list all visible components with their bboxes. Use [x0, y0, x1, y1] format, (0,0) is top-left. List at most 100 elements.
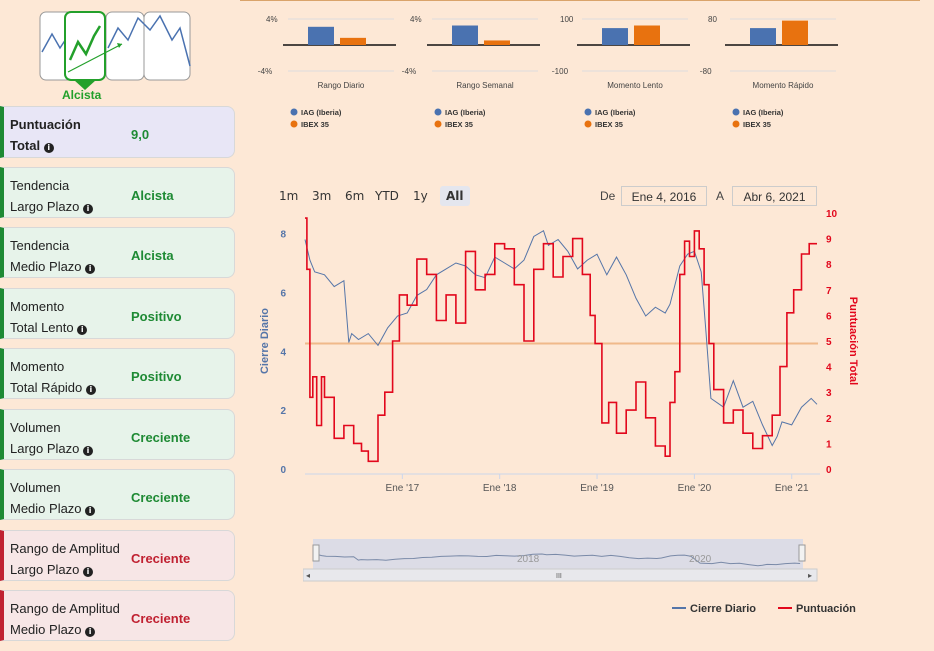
info-icon[interactable]: i	[85, 264, 96, 274]
navigator[interactable]: 2018 2020 ◂ III ▸	[303, 539, 818, 583]
bar-ibex[interactable]	[634, 25, 660, 46]
scroll-left-icon[interactable]: ◂	[306, 571, 310, 580]
card-value: 9,0	[131, 127, 150, 142]
right-tick-label: 0	[826, 465, 832, 476]
right-tick-label: 6	[826, 311, 832, 322]
info-icon[interactable]: i	[83, 567, 94, 577]
mini-legend-label[interactable]: IBEX 35	[301, 120, 329, 128]
mini-legend-label[interactable]: IAG (Iberia)	[445, 108, 486, 117]
tick-label-bottom: −100	[552, 67, 569, 76]
info-icon[interactable]: i	[77, 325, 88, 335]
mini-chart-title: Rango Semanal	[456, 81, 514, 90]
scroll-grip-icon[interactable]: III	[556, 573, 562, 580]
range-button-all[interactable]: All	[440, 186, 470, 206]
bar-ibex[interactable]	[340, 37, 366, 45]
mini-legend-label[interactable]: IBEX 35	[445, 120, 473, 128]
to-label: A	[716, 189, 725, 203]
info-icon[interactable]: i	[85, 385, 96, 395]
series-puntuacion[interactable]	[305, 217, 817, 463]
bar-iag[interactable]	[750, 28, 776, 45]
score-card: Tendencia Medio Plazo i Alcista	[0, 227, 235, 278]
info-icon[interactable]: i	[85, 627, 96, 637]
card-value: Creciente	[131, 551, 191, 566]
bar-ibex[interactable]	[782, 20, 808, 45]
card-label: Puntuación Total i	[10, 114, 81, 156]
info-icon[interactable]: i	[43, 143, 54, 153]
bar-ibex[interactable]	[484, 40, 510, 45]
card-label-line2: Medio Plazo	[10, 259, 82, 274]
card-label-line1: Momento	[10, 299, 65, 314]
tick-label-bottom: −80	[700, 67, 712, 76]
right-axis-title: Puntuación Total	[847, 297, 859, 385]
card-label-line1: Rango de Amplitud	[10, 601, 120, 616]
card-value: Creciente	[131, 611, 191, 626]
mini-bar-chart: 80 −80 Momento Rápido IAG (Iberia) IBEX 35	[700, 15, 838, 128]
mini-legend-label[interactable]: IAG (Iberia)	[743, 108, 784, 117]
legend-dot-ibex	[290, 120, 298, 128]
card-label-line2: Medio Plazo	[10, 622, 82, 637]
mini-chart-title: Momento Lento	[607, 81, 663, 90]
bar-iag[interactable]	[452, 25, 478, 46]
legend-price-label: Cierre Diario	[690, 603, 757, 615]
mini-bar-chart: 4% −4% Rango Semanal IAG (Iberia) IBEX 35	[402, 15, 540, 128]
scroll-right-icon[interactable]: ▸	[808, 571, 812, 580]
bar-iag[interactable]	[602, 28, 628, 45]
from-label: De	[600, 189, 616, 203]
score-card: Rango de Amplitud Largo Plazo i Creciente	[0, 530, 235, 581]
navigator-handle-right[interactable]	[798, 544, 806, 562]
range-button-ytd[interactable]: YTD	[375, 189, 399, 203]
x-tick-label: Ene '17	[386, 483, 420, 494]
tick-label-top: 100	[560, 15, 574, 24]
navigator-label: 2018	[517, 554, 540, 565]
card-label: Tendencia Largo Plazo i	[10, 175, 94, 217]
navigator-scrollbar[interactable]	[303, 568, 818, 582]
card-label: Volumen Medio Plazo i	[10, 477, 96, 519]
card-label-line1: Tendencia	[10, 178, 70, 193]
score-card: Momento Total Lento i Positivo	[0, 288, 235, 339]
card-label-line2: Total Rápido	[10, 380, 83, 395]
range-button-3m[interactable]: 3m	[312, 189, 332, 203]
navigator-series	[316, 553, 801, 567]
right-tick-label: 7	[826, 286, 832, 297]
info-icon[interactable]: i	[83, 204, 94, 214]
score-card: Puntuación Total i 9,0	[0, 106, 235, 158]
card-label: Momento Total Lento i	[10, 296, 88, 338]
card-label-line1: Volumen	[10, 480, 61, 495]
left-tick-label: 2	[280, 406, 286, 417]
legend-dot-iag	[434, 108, 442, 116]
card-label-line1: Rango de Amplitud	[10, 541, 120, 556]
right-tick-label: 9	[826, 235, 832, 246]
navigator-handle-left[interactable]	[312, 544, 320, 562]
navigator-window[interactable]	[313, 539, 803, 569]
to-date-input[interactable]: Abr 6, 2021	[732, 186, 817, 206]
mini-legend-label[interactable]: IAG (Iberia)	[301, 108, 342, 117]
x-tick-label: Ene '20	[678, 483, 712, 494]
mini-legend-label[interactable]: IBEX 35	[743, 120, 771, 128]
series-cierre-diario[interactable]	[304, 229, 818, 447]
card-value: Creciente	[131, 490, 191, 505]
from-date-input[interactable]: Ene 4, 2016	[621, 186, 707, 206]
range-button-1m[interactable]: 1m	[279, 189, 299, 203]
mini-legend-label[interactable]: IAG (Iberia)	[595, 108, 636, 117]
legend-price[interactable]: Cierre Diario	[672, 603, 756, 615]
legend-dot-ibex	[434, 120, 442, 128]
info-icon[interactable]: i	[85, 506, 96, 516]
tick-label-top: 4%	[266, 15, 278, 24]
legend-dot-iag	[732, 108, 740, 116]
info-icon[interactable]: i	[83, 446, 94, 456]
range-button-1y[interactable]: 1y	[413, 189, 428, 203]
top-divider	[240, 0, 920, 1]
legend-dot-ibex	[732, 120, 740, 128]
right-tick-label: 1	[826, 439, 832, 450]
mini-chart-title: Rango Diario	[318, 81, 365, 90]
legend-score[interactable]: Puntuación	[778, 603, 856, 615]
right-tick-label: 8	[826, 260, 832, 271]
tick-label-top: 80	[708, 15, 717, 24]
mini-legend-label[interactable]: IBEX 35	[595, 120, 623, 128]
mini-bar-chart: 4% −4% Rango Diario IAG (Iberia) IBEX 35	[258, 15, 396, 128]
range-button-6m[interactable]: 6m	[345, 189, 365, 203]
bar-iag[interactable]	[308, 26, 334, 45]
card-value: Alcista	[131, 188, 174, 203]
x-tick-label: Ene '21	[775, 483, 809, 494]
tick-label-bottom: −4%	[402, 67, 416, 76]
